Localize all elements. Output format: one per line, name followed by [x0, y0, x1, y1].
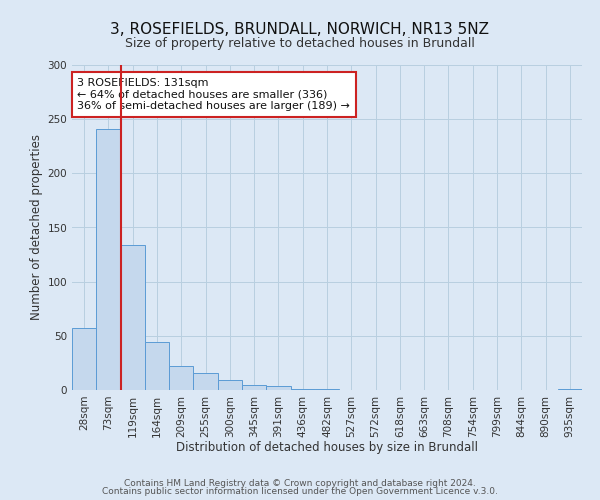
- X-axis label: Distribution of detached houses by size in Brundall: Distribution of detached houses by size …: [176, 441, 478, 454]
- Bar: [145, 342, 169, 390]
- Bar: [266, 386, 290, 390]
- Bar: [72, 328, 96, 390]
- Text: Contains HM Land Registry data © Crown copyright and database right 2024.: Contains HM Land Registry data © Crown c…: [124, 478, 476, 488]
- Text: 3 ROSEFIELDS: 131sqm
← 64% of detached houses are smaller (336)
36% of semi-deta: 3 ROSEFIELDS: 131sqm ← 64% of detached h…: [77, 78, 350, 111]
- Text: Size of property relative to detached houses in Brundall: Size of property relative to detached ho…: [125, 38, 475, 51]
- Bar: [96, 129, 121, 390]
- Bar: [169, 366, 193, 390]
- Text: 3, ROSEFIELDS, BRUNDALL, NORWICH, NR13 5NZ: 3, ROSEFIELDS, BRUNDALL, NORWICH, NR13 5…: [110, 22, 490, 38]
- Bar: [193, 372, 218, 390]
- Y-axis label: Number of detached properties: Number of detached properties: [30, 134, 43, 320]
- Text: Contains public sector information licensed under the Open Government Licence v.: Contains public sector information licen…: [102, 487, 498, 496]
- Bar: [121, 245, 145, 390]
- Bar: [558, 389, 582, 390]
- Bar: [218, 380, 242, 390]
- Bar: [290, 389, 315, 390]
- Bar: [242, 384, 266, 390]
- Bar: [315, 389, 339, 390]
